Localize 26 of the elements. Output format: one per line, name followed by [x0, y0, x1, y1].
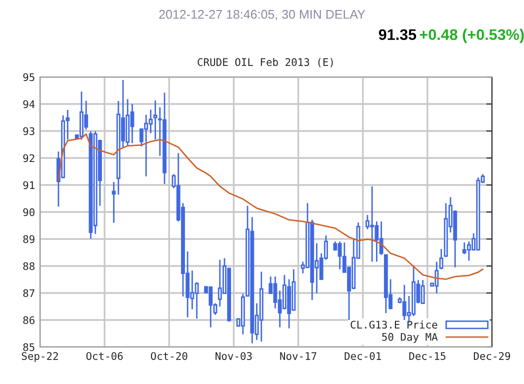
x-tick-label: Sep-22: [22, 352, 58, 362]
x-tick-label: Oct-06: [86, 352, 123, 360]
y-tick-label: 93: [23, 127, 34, 136]
y-tick-label: 94: [23, 100, 35, 108]
candlestick: [439, 248, 444, 270]
y-tick-label: 87: [23, 289, 34, 298]
x-tick-label: Dec-01: [344, 352, 381, 360]
y-tick-label: 95: [23, 73, 34, 82]
x-tick-label: Nov-03: [216, 352, 252, 360]
chart-title: CRUDE OIL Feb 2013 (E): [198, 58, 333, 68]
x-tick-label: Oct-20: [150, 352, 188, 360]
y-tick-label: 90: [23, 208, 34, 216]
y-tick-label: 88: [23, 262, 34, 270]
y-tick-label: 85: [23, 343, 34, 352]
y-tick-label: 89: [23, 235, 34, 244]
x-tick-label: Dec-15: [409, 352, 446, 360]
text: 91.35: [378, 29, 416, 40]
y-tick-label: 91: [23, 181, 34, 190]
x-tick-label: Dec-29: [474, 352, 510, 360]
text: +0.48 (+0.53%): [420, 28, 524, 44]
legend-label: 50 Day MA: [382, 332, 438, 343]
y-tick-label: 92: [23, 154, 34, 162]
legend-label: CL.G13.E Price: [350, 320, 438, 329]
text: 2012-12-27 18:46:05, 30 MIN DELAY: [159, 10, 366, 20]
y-tick-label: 86: [23, 316, 34, 324]
x-tick-label: Nov-17: [280, 352, 316, 360]
